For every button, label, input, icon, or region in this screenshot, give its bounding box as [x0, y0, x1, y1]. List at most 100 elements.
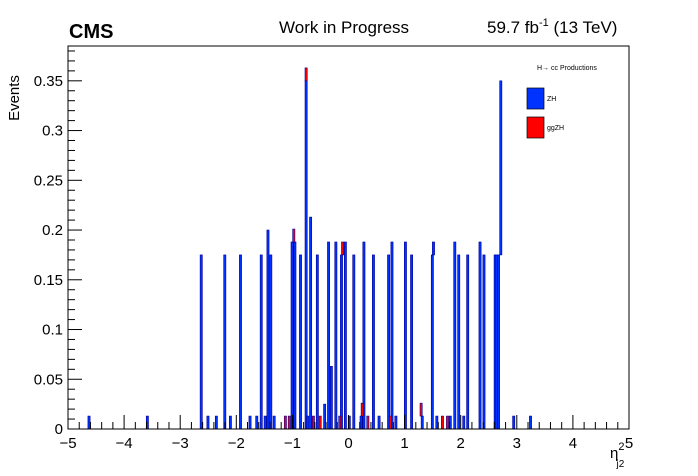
bar-zh-7	[239, 254, 242, 430]
x-tick-label: −4	[116, 435, 133, 452]
bar-ggzh-8	[441, 415, 444, 430]
bar-zh-14	[272, 415, 276, 430]
bar-ggzh-2	[312, 415, 315, 430]
bar-zh-31	[362, 241, 366, 430]
bar-zh-6	[228, 415, 232, 430]
bar-zh-0	[87, 415, 91, 430]
bar-zh-44	[453, 241, 457, 430]
bar-zh-5	[223, 254, 227, 430]
bar-zh-21	[315, 254, 319, 430]
bar-ggzh-5	[360, 402, 364, 417]
y-tick-label: 0	[55, 421, 63, 438]
legend-label-zh: ZH	[547, 96, 556, 103]
legend: H→ cc Productions ZH ggZH	[526, 65, 597, 139]
bar-zh-20	[309, 216, 313, 430]
bar-zh-47	[466, 254, 470, 430]
x-tick-label: 1	[400, 435, 408, 452]
bar-zh-39	[420, 415, 424, 430]
bar-zh-17	[299, 254, 302, 430]
y-tick-label: 0.3	[42, 123, 63, 140]
bar-zh-41	[432, 241, 435, 256]
x-tick-label: 2	[457, 435, 465, 452]
bar-zh-34	[387, 254, 390, 430]
x-tick-label: 5	[625, 435, 633, 452]
status-label: Work in Progress	[279, 18, 409, 37]
bar-ggzh-12	[287, 415, 291, 430]
bar-zh-36	[394, 415, 398, 430]
bar-zh-13	[269, 254, 273, 430]
experiment-label: CMS	[69, 21, 113, 43]
x-tick-label: 4	[569, 435, 577, 452]
legend-title: H→ cc Productions	[537, 65, 597, 72]
x-axis: −5 −4 −3 −2 −1 0 1 2 3 4 5	[59, 415, 633, 452]
bar-zh-55	[529, 415, 532, 430]
x-tick-label: −5	[59, 435, 76, 452]
x-axis-title: η2 j2	[610, 441, 625, 470]
bar-zh-33	[377, 415, 381, 430]
bar-zh-18	[304, 80, 308, 430]
x-tick-label: −3	[172, 435, 189, 452]
bar-zh-37	[404, 241, 407, 430]
bar-zh-2	[199, 254, 203, 430]
bar-zh-26	[340, 254, 343, 430]
x-tick-label: −1	[284, 435, 301, 452]
y-tick-label: 0.25	[34, 172, 63, 189]
bar-zh-42	[435, 415, 439, 430]
bar-zh-40	[430, 254, 434, 430]
bar-zh-38	[410, 254, 413, 430]
bar-zh-11	[263, 415, 267, 430]
bar-ggzh-6	[388, 415, 392, 430]
bar-zh-3	[206, 415, 210, 430]
bar-zh-27	[343, 241, 347, 430]
legend-swatch-ggzh	[526, 116, 545, 139]
bar-zh-52	[497, 254, 500, 430]
bar-ggzh-0	[292, 228, 296, 243]
bar-ggzh-10	[366, 415, 370, 430]
bar-zh-46	[462, 415, 466, 430]
bars-layer	[87, 67, 532, 430]
legend-swatch-zh	[526, 87, 545, 110]
bar-zh-23	[327, 241, 330, 430]
y-tick-label: 0.15	[34, 272, 63, 289]
bar-ggzh-9	[446, 415, 449, 430]
bar-zh-54	[512, 415, 516, 430]
bar-zh-53	[499, 80, 503, 256]
legend-label-ggzh: ggZH	[547, 125, 564, 132]
plot-frame	[67, 45, 630, 430]
y-tick-label: 0.35	[34, 73, 63, 90]
y-axis: 0 0.05 0.1 0.15 0.2 0.25 0.3 0.35	[34, 50, 82, 438]
bar-zh-16	[293, 241, 297, 430]
bar-zh-45	[457, 254, 461, 430]
bar-zh-10	[259, 254, 263, 430]
bar-ggzh-4	[338, 415, 342, 430]
bar-zh-51	[494, 254, 498, 430]
bar-ggzh-7	[419, 402, 423, 417]
bar-zh-25	[334, 241, 338, 430]
y-tick-label: 0.1	[42, 322, 63, 339]
bar-ggzh-1	[304, 67, 308, 82]
bar-zh-35	[390, 241, 394, 430]
bar-ggzh-11	[283, 415, 287, 430]
x-tick-label: −2	[228, 435, 245, 452]
bar-ggzh-3	[318, 415, 322, 430]
bar-zh-48	[478, 241, 482, 430]
y-axis-title: Events	[6, 75, 23, 121]
y-tick-label: 0.2	[42, 222, 63, 239]
bar-zh-49	[482, 254, 486, 430]
bar-zh-24	[329, 366, 333, 430]
luminosity-label: 59.7 fb-1 (13 TeV)	[487, 17, 617, 37]
bar-zh-8	[248, 415, 252, 430]
bar-zh-12	[266, 229, 270, 430]
bar-zh-22	[323, 403, 327, 430]
bar-zh-30	[359, 415, 363, 430]
bar-zh-9	[255, 415, 259, 430]
y-tick-label: 0.05	[34, 371, 63, 388]
x-tick-label: 3	[513, 435, 521, 452]
bar-zh-29	[352, 254, 356, 430]
bar-zh-32	[372, 254, 375, 430]
bar-zh-15	[290, 241, 294, 430]
bar-zh-4	[214, 415, 218, 430]
x-tick-label: 0	[344, 435, 352, 452]
bar-zh-19	[306, 415, 310, 430]
